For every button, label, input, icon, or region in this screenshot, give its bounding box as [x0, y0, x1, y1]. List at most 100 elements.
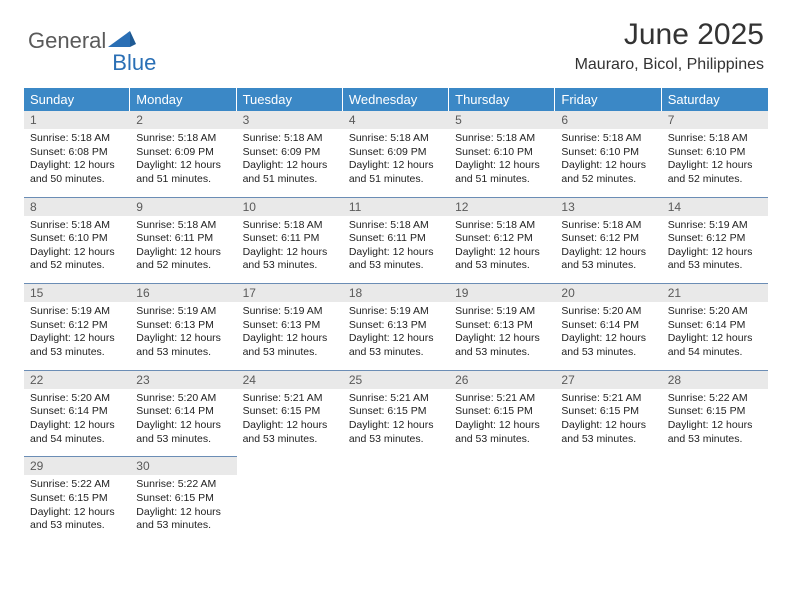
- sunrise-text: Sunrise: 5:18 AM: [136, 132, 230, 146]
- calendar-week-row: 1Sunrise: 5:18 AMSunset: 6:08 PMDaylight…: [24, 111, 768, 197]
- sunset-text: Sunset: 6:15 PM: [136, 492, 230, 506]
- weekday-header: Friday: [555, 88, 661, 111]
- day-number-empty: [237, 456, 343, 475]
- calendar-week-row: 22Sunrise: 5:20 AMSunset: 6:14 PMDayligh…: [24, 370, 768, 457]
- day-details: Sunrise: 5:20 AMSunset: 6:14 PMDaylight:…: [24, 389, 130, 457]
- weekday-header: Monday: [130, 88, 236, 111]
- day-number: 24: [237, 370, 343, 389]
- sunset-text: Sunset: 6:13 PM: [349, 319, 443, 333]
- sunset-text: Sunset: 6:11 PM: [349, 232, 443, 246]
- logo: General Blue: [28, 18, 156, 64]
- sunset-text: Sunset: 6:15 PM: [349, 405, 443, 419]
- weekday-header: Tuesday: [237, 88, 343, 111]
- day-number: 30: [130, 456, 236, 475]
- sunrise-text: Sunrise: 5:22 AM: [30, 478, 124, 492]
- day-details: Sunrise: 5:22 AMSunset: 6:15 PMDaylight:…: [24, 475, 130, 543]
- sunrise-text: Sunrise: 5:19 AM: [136, 305, 230, 319]
- logo-text-blue: Blue: [112, 50, 156, 76]
- day-details: Sunrise: 5:18 AMSunset: 6:09 PMDaylight:…: [130, 129, 236, 197]
- sunrise-text: Sunrise: 5:18 AM: [349, 132, 443, 146]
- day-details: Sunrise: 5:18 AMSunset: 6:08 PMDaylight:…: [24, 129, 130, 197]
- sunrise-text: Sunrise: 5:18 AM: [668, 132, 762, 146]
- day-details: Sunrise: 5:19 AMSunset: 6:12 PMDaylight:…: [662, 216, 768, 284]
- calendar-cell: 18Sunrise: 5:19 AMSunset: 6:13 PMDayligh…: [343, 283, 449, 370]
- calendar-cell: [449, 456, 555, 543]
- sunrise-text: Sunrise: 5:19 AM: [455, 305, 549, 319]
- day-number-empty: [343, 456, 449, 475]
- day-number: 19: [449, 283, 555, 302]
- daylight-text: Daylight: 12 hours and 52 minutes.: [136, 246, 230, 273]
- sunrise-text: Sunrise: 5:19 AM: [30, 305, 124, 319]
- daylight-text: Daylight: 12 hours and 53 minutes.: [455, 246, 549, 273]
- calendar-header-row: SundayMondayTuesdayWednesdayThursdayFrid…: [24, 88, 768, 111]
- calendar-table: SundayMondayTuesdayWednesdayThursdayFrid…: [24, 88, 768, 543]
- calendar-cell: 23Sunrise: 5:20 AMSunset: 6:14 PMDayligh…: [130, 370, 236, 457]
- header: General Blue June 2025 Mauraro, Bicol, P…: [0, 0, 792, 80]
- sunset-text: Sunset: 6:09 PM: [349, 146, 443, 160]
- day-details: Sunrise: 5:20 AMSunset: 6:14 PMDaylight:…: [662, 302, 768, 370]
- sunset-text: Sunset: 6:09 PM: [136, 146, 230, 160]
- day-number: 22: [24, 370, 130, 389]
- sunset-text: Sunset: 6:12 PM: [668, 232, 762, 246]
- sunset-text: Sunset: 6:10 PM: [455, 146, 549, 160]
- sunrise-text: Sunrise: 5:21 AM: [243, 392, 337, 406]
- daylight-text: Daylight: 12 hours and 53 minutes.: [136, 419, 230, 446]
- day-number-empty: [555, 456, 661, 475]
- daylight-text: Daylight: 12 hours and 54 minutes.: [30, 419, 124, 446]
- daylight-text: Daylight: 12 hours and 53 minutes.: [561, 246, 655, 273]
- calendar-week-row: 29Sunrise: 5:22 AMSunset: 6:15 PMDayligh…: [24, 456, 768, 543]
- daylight-text: Daylight: 12 hours and 51 minutes.: [136, 159, 230, 186]
- calendar-cell: 22Sunrise: 5:20 AMSunset: 6:14 PMDayligh…: [24, 370, 130, 457]
- day-details: Sunrise: 5:21 AMSunset: 6:15 PMDaylight:…: [237, 389, 343, 457]
- day-number: 20: [555, 283, 661, 302]
- calendar-cell: 8Sunrise: 5:18 AMSunset: 6:10 PMDaylight…: [24, 197, 130, 284]
- day-number: 23: [130, 370, 236, 389]
- day-number: 11: [343, 197, 449, 216]
- day-number: 16: [130, 283, 236, 302]
- calendar-cell: 2Sunrise: 5:18 AMSunset: 6:09 PMDaylight…: [130, 111, 236, 197]
- day-number: 2: [130, 111, 236, 129]
- day-details: Sunrise: 5:21 AMSunset: 6:15 PMDaylight:…: [343, 389, 449, 457]
- day-number: 4: [343, 111, 449, 129]
- logo-text-general: General: [28, 28, 106, 54]
- day-number: 26: [449, 370, 555, 389]
- sunset-text: Sunset: 6:12 PM: [30, 319, 124, 333]
- sunset-text: Sunset: 6:15 PM: [455, 405, 549, 419]
- calendar-cell: 17Sunrise: 5:19 AMSunset: 6:13 PMDayligh…: [237, 283, 343, 370]
- sunset-text: Sunset: 6:15 PM: [30, 492, 124, 506]
- day-details: Sunrise: 5:21 AMSunset: 6:15 PMDaylight:…: [449, 389, 555, 457]
- daylight-text: Daylight: 12 hours and 53 minutes.: [349, 246, 443, 273]
- day-details: Sunrise: 5:19 AMSunset: 6:13 PMDaylight:…: [130, 302, 236, 370]
- daylight-text: Daylight: 12 hours and 53 minutes.: [668, 246, 762, 273]
- weekday-header: Wednesday: [343, 88, 449, 111]
- day-number-empty: [662, 456, 768, 475]
- day-details: Sunrise: 5:18 AMSunset: 6:10 PMDaylight:…: [24, 216, 130, 284]
- calendar-cell: 3Sunrise: 5:18 AMSunset: 6:09 PMDaylight…: [237, 111, 343, 197]
- day-number: 15: [24, 283, 130, 302]
- daylight-text: Daylight: 12 hours and 53 minutes.: [30, 506, 124, 533]
- daylight-text: Daylight: 12 hours and 53 minutes.: [455, 419, 549, 446]
- sunrise-text: Sunrise: 5:19 AM: [668, 219, 762, 233]
- day-details: Sunrise: 5:18 AMSunset: 6:10 PMDaylight:…: [555, 129, 661, 197]
- day-details: Sunrise: 5:18 AMSunset: 6:09 PMDaylight:…: [343, 129, 449, 197]
- daylight-text: Daylight: 12 hours and 53 minutes.: [561, 332, 655, 359]
- daylight-text: Daylight: 12 hours and 53 minutes.: [349, 419, 443, 446]
- day-number-empty: [449, 456, 555, 475]
- sunset-text: Sunset: 6:10 PM: [668, 146, 762, 160]
- sunrise-text: Sunrise: 5:19 AM: [349, 305, 443, 319]
- sunset-text: Sunset: 6:14 PM: [136, 405, 230, 419]
- day-number: 8: [24, 197, 130, 216]
- daylight-text: Daylight: 12 hours and 53 minutes.: [561, 419, 655, 446]
- calendar-cell: 24Sunrise: 5:21 AMSunset: 6:15 PMDayligh…: [237, 370, 343, 457]
- daylight-text: Daylight: 12 hours and 53 minutes.: [30, 332, 124, 359]
- weekday-header: Sunday: [24, 88, 130, 111]
- day-details: Sunrise: 5:18 AMSunset: 6:11 PMDaylight:…: [130, 216, 236, 284]
- calendar-week-row: 8Sunrise: 5:18 AMSunset: 6:10 PMDaylight…: [24, 197, 768, 284]
- sunset-text: Sunset: 6:10 PM: [30, 232, 124, 246]
- sunrise-text: Sunrise: 5:18 AM: [455, 132, 549, 146]
- day-details: Sunrise: 5:18 AMSunset: 6:09 PMDaylight:…: [237, 129, 343, 197]
- calendar-cell: 19Sunrise: 5:19 AMSunset: 6:13 PMDayligh…: [449, 283, 555, 370]
- calendar-cell: 21Sunrise: 5:20 AMSunset: 6:14 PMDayligh…: [662, 283, 768, 370]
- sunrise-text: Sunrise: 5:18 AM: [561, 132, 655, 146]
- sunrise-text: Sunrise: 5:21 AM: [349, 392, 443, 406]
